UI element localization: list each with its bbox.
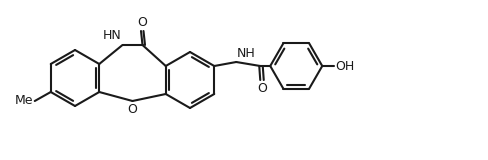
Text: O: O [127,103,138,116]
Text: Me: Me [14,95,33,108]
Text: NH: NH [237,47,256,60]
Text: O: O [257,82,267,95]
Text: HN: HN [103,29,122,42]
Text: O: O [138,16,147,29]
Text: OH: OH [335,60,354,72]
